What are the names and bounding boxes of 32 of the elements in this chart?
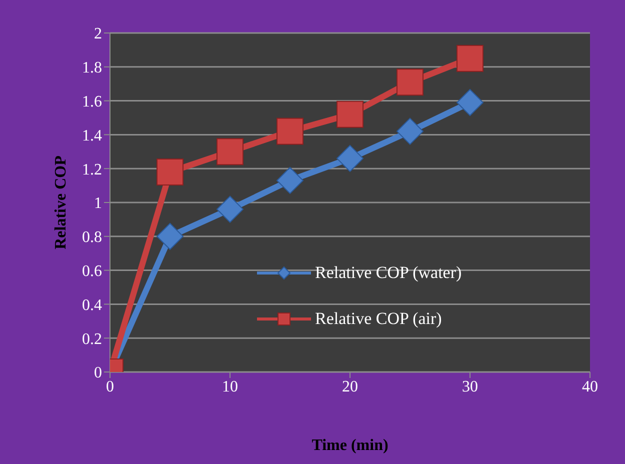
y-tick-label: 1.8 <box>82 60 102 77</box>
y-tick-label: 0.8 <box>82 229 102 246</box>
point <box>276 166 304 194</box>
x-axis-title: Time (min) <box>312 437 388 454</box>
legend-label: Relative COP (water) <box>315 263 462 283</box>
point <box>456 44 484 72</box>
point <box>336 100 364 128</box>
point <box>156 222 184 250</box>
y-axis-title: Relative COP <box>52 155 70 250</box>
point <box>336 144 364 172</box>
y-tick-label: 0 <box>94 364 102 382</box>
y-tick-label: 2 <box>94 26 102 43</box>
x-tick-label: 0 <box>106 378 114 396</box>
x-tick-label: 10 <box>222 378 238 396</box>
point <box>156 158 184 186</box>
y-tick-label: 1.6 <box>82 93 102 110</box>
point <box>216 138 244 166</box>
x-tick-label: 40 <box>582 378 598 396</box>
y-tick-label: 1.4 <box>82 127 102 144</box>
y-tick-label: 0.6 <box>82 262 102 280</box>
legend-label: Relative COP (air) <box>315 309 442 329</box>
point <box>276 118 304 145</box>
point <box>396 118 424 145</box>
point <box>216 196 244 223</box>
y-tick-label: 0.4 <box>82 296 102 314</box>
x-tick-label: 20 <box>342 378 358 396</box>
point <box>456 88 484 116</box>
y-tick-label: 0.2 <box>82 330 102 348</box>
x-tick-label: 30 <box>462 378 478 396</box>
point <box>396 68 424 96</box>
y-tick-label: 1 <box>94 195 102 212</box>
y-tick-label: 1.2 <box>82 161 102 178</box>
